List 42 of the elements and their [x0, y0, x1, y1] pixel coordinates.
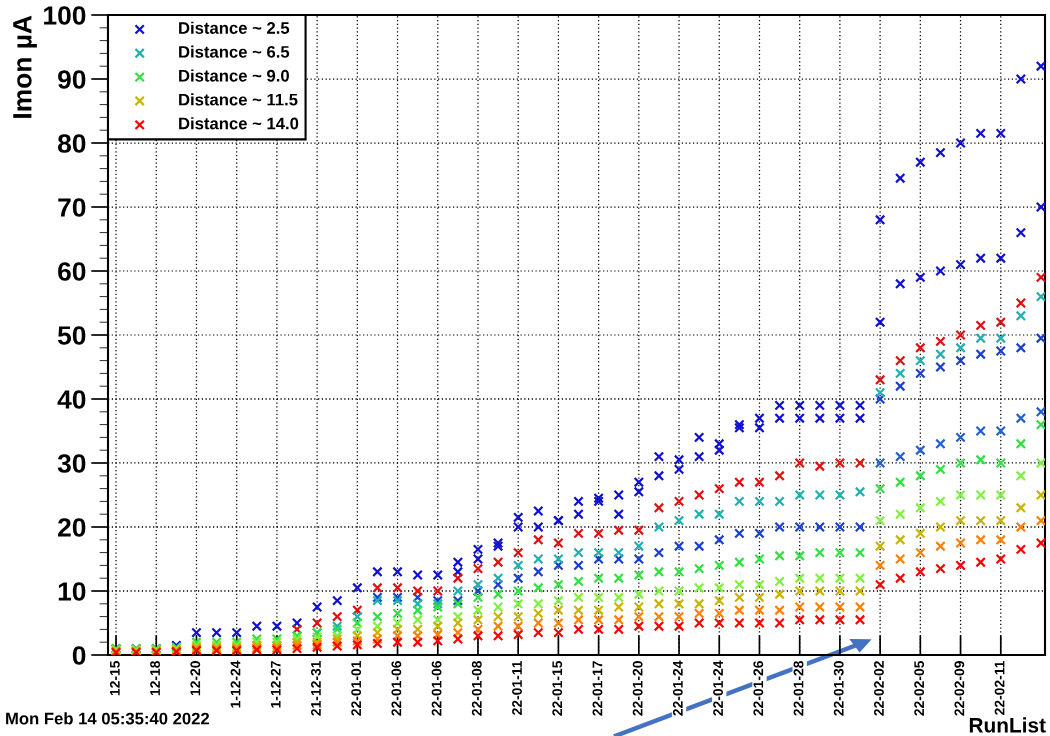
x-axis-title: RunList — [969, 717, 1046, 733]
x-tick-label: 22-01-20 — [632, 661, 643, 716]
legend-label: Distance ~ 11.5 — [179, 93, 298, 106]
y-tick-label: 0 — [72, 646, 86, 665]
legend-label: Distance ~ 14.0 — [179, 117, 299, 130]
x-tick-label: 1-12-24 — [230, 660, 241, 708]
x-tick-label: 22-01-24 — [672, 660, 683, 716]
x-tick-label: 22-01-01 — [351, 660, 362, 716]
legend-label: Distance ~ 9.0 — [179, 69, 289, 82]
x-tick-label: 22-01-08 — [471, 660, 482, 716]
x-tick-label: 22-01-26 — [753, 661, 764, 716]
legend-label: Distance ~ 6.5 — [179, 45, 290, 58]
y-tick-label: 40 — [57, 390, 86, 409]
text: Mon Feb 14 05:35:40 2022 — [6, 712, 210, 725]
x-tick-label: 21-12-31 — [311, 660, 321, 716]
x-tick-label: 22-01-17 — [592, 661, 603, 716]
legend-label: Distance ~ 2.5 — [179, 21, 290, 34]
x-tick-label: 12-15 — [109, 660, 120, 696]
y-tick-label: 100 — [44, 6, 86, 25]
y-tick-label: 20 — [58, 518, 86, 537]
y-tick-label: 60 — [58, 262, 86, 281]
y-tick-label: 70 — [58, 198, 86, 217]
x-tick-label: 22-02-05 — [914, 660, 925, 716]
y-axis-title: Imon µA — [13, 15, 37, 118]
x-tick-label: 22-02-09 — [954, 661, 965, 716]
x-tick-label: 22-01-06 — [391, 661, 402, 716]
x-tick-label: 22-01-30 — [833, 661, 844, 716]
x-tick-label: 1-12-27 — [270, 661, 281, 708]
y-tick-label: 50 — [57, 326, 86, 345]
x-tick-label: 12-18 — [150, 660, 160, 696]
x-tick-label: 22-02-02 — [874, 661, 884, 716]
y-tick-label: 90 — [58, 70, 86, 89]
x-tick-label: 22-01-15 — [552, 660, 563, 716]
x-tick-label: 22-01-11 — [512, 660, 522, 715]
y-tick-label: 30 — [57, 454, 86, 473]
y-tick-label: 80 — [57, 134, 86, 153]
x-tick-label: 22-02-11 — [994, 660, 1005, 715]
x-tick-label: 22-01-28 — [793, 660, 804, 716]
x-tick-label: 12-20 — [190, 661, 201, 696]
y-tick-label: 10 — [58, 582, 86, 601]
x-tick-label: 22-01-24 — [713, 660, 723, 716]
x-tick-label: 22-01-06 — [431, 661, 442, 716]
